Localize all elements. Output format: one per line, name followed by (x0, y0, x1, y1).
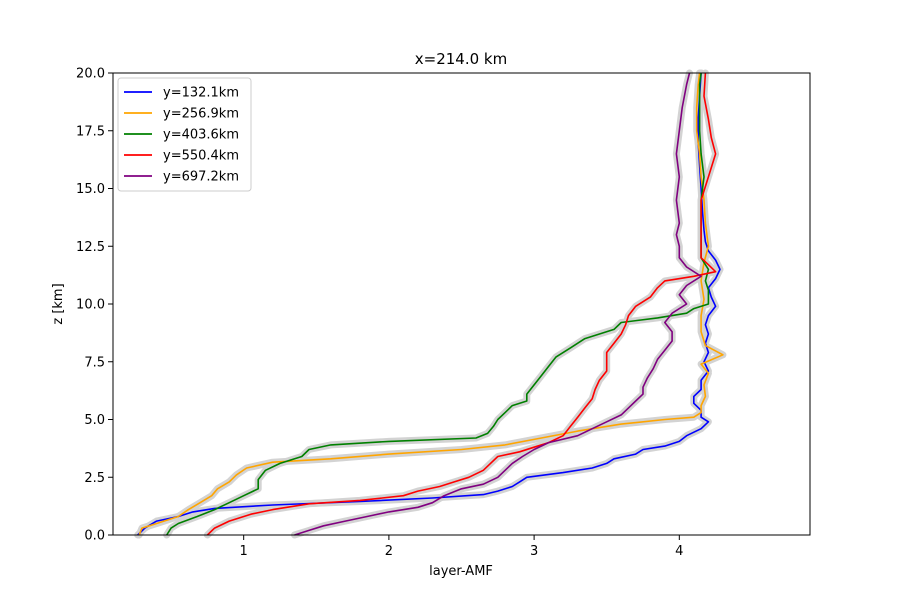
y-tick-label: 15.0 (76, 182, 105, 197)
y-tick-label: 7.5 (84, 355, 105, 370)
series-line-1 (138, 72, 724, 536)
x-axis: 1 2 3 4 (240, 535, 683, 559)
x-tick-label: 2 (385, 544, 393, 559)
y-tick-label: 17.5 (76, 124, 105, 139)
legend-label-1: y=256.9km (163, 107, 239, 122)
series-lines (137, 72, 724, 536)
legend-label-0: y=132.1km (163, 86, 239, 101)
x-tick-label: 3 (530, 544, 538, 559)
y-tick-label: 10.0 (76, 298, 105, 313)
legend: y=132.1km y=256.9km y=403.6km y=550.4km y=69… (117, 77, 252, 192)
x-axis-label: layer-AMF (429, 564, 493, 579)
y-tick-label: 5.0 (84, 413, 105, 428)
legend-label-2: y=403.6km (163, 128, 239, 143)
y-axis-label: z [km] (51, 283, 66, 324)
y-tick-label: 20.0 (76, 67, 105, 82)
x-tick-label: 4 (675, 544, 683, 559)
y-axis: 0.0 2.5 5.0 7.5 10.0 12.5 15.0 17.5 20.0 (76, 67, 113, 544)
y-tick-label: 12.5 (76, 240, 105, 255)
legend-label-4: y=697.2km (163, 170, 239, 185)
series-line-3 (206, 72, 717, 536)
legend-label-3: y=550.4km (163, 149, 239, 164)
y-tick-label: 2.5 (84, 471, 105, 486)
series-line-4 (294, 72, 702, 536)
y-tick-label: 0.0 (84, 529, 105, 544)
chart-title: x=214.0 km (415, 50, 507, 68)
legend-box (117, 77, 252, 192)
x-tick-label: 1 (240, 544, 248, 559)
